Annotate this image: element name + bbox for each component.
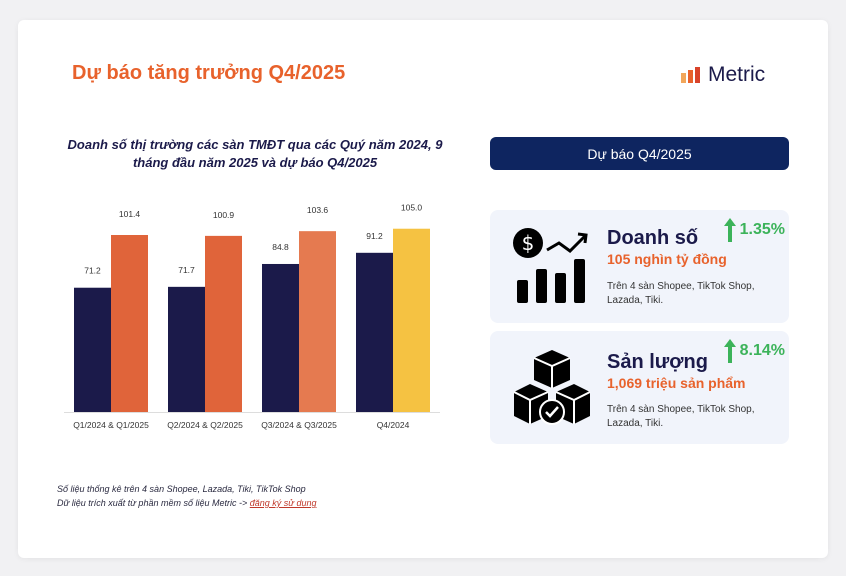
- data-label: 100.9: [213, 210, 235, 220]
- data-label: 103.6: [307, 205, 329, 215]
- x-tick-label: Q1/2024 & Q1/2025: [73, 420, 149, 430]
- kpi-change-value: 8.14%: [739, 342, 785, 359]
- bar: [299, 231, 336, 412]
- footnote-text: Dữ liệu trích xuất từ phần mềm số liệu M…: [57, 498, 250, 508]
- bar: [393, 228, 430, 412]
- metric-logo: Metric: [681, 63, 765, 87]
- kpi-change: 8.14%: [723, 339, 785, 363]
- kpi-name: Sản lượng: [607, 351, 708, 373]
- chart-title: Doanh số thị trường các sàn TMĐT qua các…: [67, 137, 443, 170]
- arrow-up-icon: [723, 339, 736, 363]
- footnotes: Số liệu thống kê trên 4 sàn Shopee, Laza…: [57, 482, 316, 510]
- data-label: 71.2: [84, 266, 101, 276]
- bar: [111, 235, 148, 412]
- bar: [168, 286, 205, 412]
- kpi-card-volume: Sản lượng 1,069 triệu sản phẩm Trên 4 sà…: [490, 331, 789, 444]
- revenue-growth-icon: $: [513, 228, 588, 303]
- bar: [74, 287, 111, 412]
- x-tick-label: Q3/2024 & Q3/2025: [261, 420, 337, 430]
- page-title: Dự báo tăng trưởng Q4/2025: [72, 62, 346, 84]
- kpi-change-value: 1.35%: [739, 221, 785, 238]
- svg-text:$: $: [522, 231, 535, 255]
- forecast-header: Dự báo Q4/2025: [490, 137, 789, 170]
- data-label: 84.8: [272, 242, 289, 252]
- data-label: 91.2: [366, 231, 383, 241]
- kpi-value: 1,069 triệu sản phẩm: [607, 375, 746, 391]
- x-tick-label: Q2/2024 & Q2/2025: [167, 420, 243, 430]
- data-label: 71.7: [178, 265, 195, 275]
- footnote-metric: Dữ liệu trích xuất từ phần mềm số liệu M…: [57, 496, 316, 510]
- bar: [262, 263, 299, 412]
- kpi-change: 1.35%: [723, 218, 785, 242]
- kpi-description: Trên 4 sàn Shopee, TikTok Shop, Lazada, …: [607, 404, 755, 429]
- register-link[interactable]: đăng ký sử dụng: [249, 498, 317, 508]
- kpi-description: Trên 4 sàn Shopee, TikTok Shop, Lazada, …: [607, 281, 755, 306]
- x-tick-label: Q4/2024: [377, 420, 410, 430]
- arrow-up-icon: [723, 218, 736, 242]
- kpi-value: 105 nghìn tỷ đồng: [607, 251, 727, 267]
- bar: [356, 252, 393, 412]
- kpi-card-revenue: $ Doanh số 105 nghìn tỷ đồng Trên 4 sàn …: [490, 210, 789, 323]
- metric-logo-icon: [681, 67, 700, 83]
- logo-text: Metric: [708, 63, 766, 86]
- data-label: 105.0: [401, 203, 423, 213]
- bar: [205, 235, 242, 412]
- footnote-source: Số liệu thống kê trên 4 sàn Shopee, Laza…: [57, 484, 306, 494]
- kpi-name: Doanh số: [607, 227, 699, 249]
- data-label: 101.4: [119, 209, 141, 219]
- boxes-icon: [513, 350, 591, 425]
